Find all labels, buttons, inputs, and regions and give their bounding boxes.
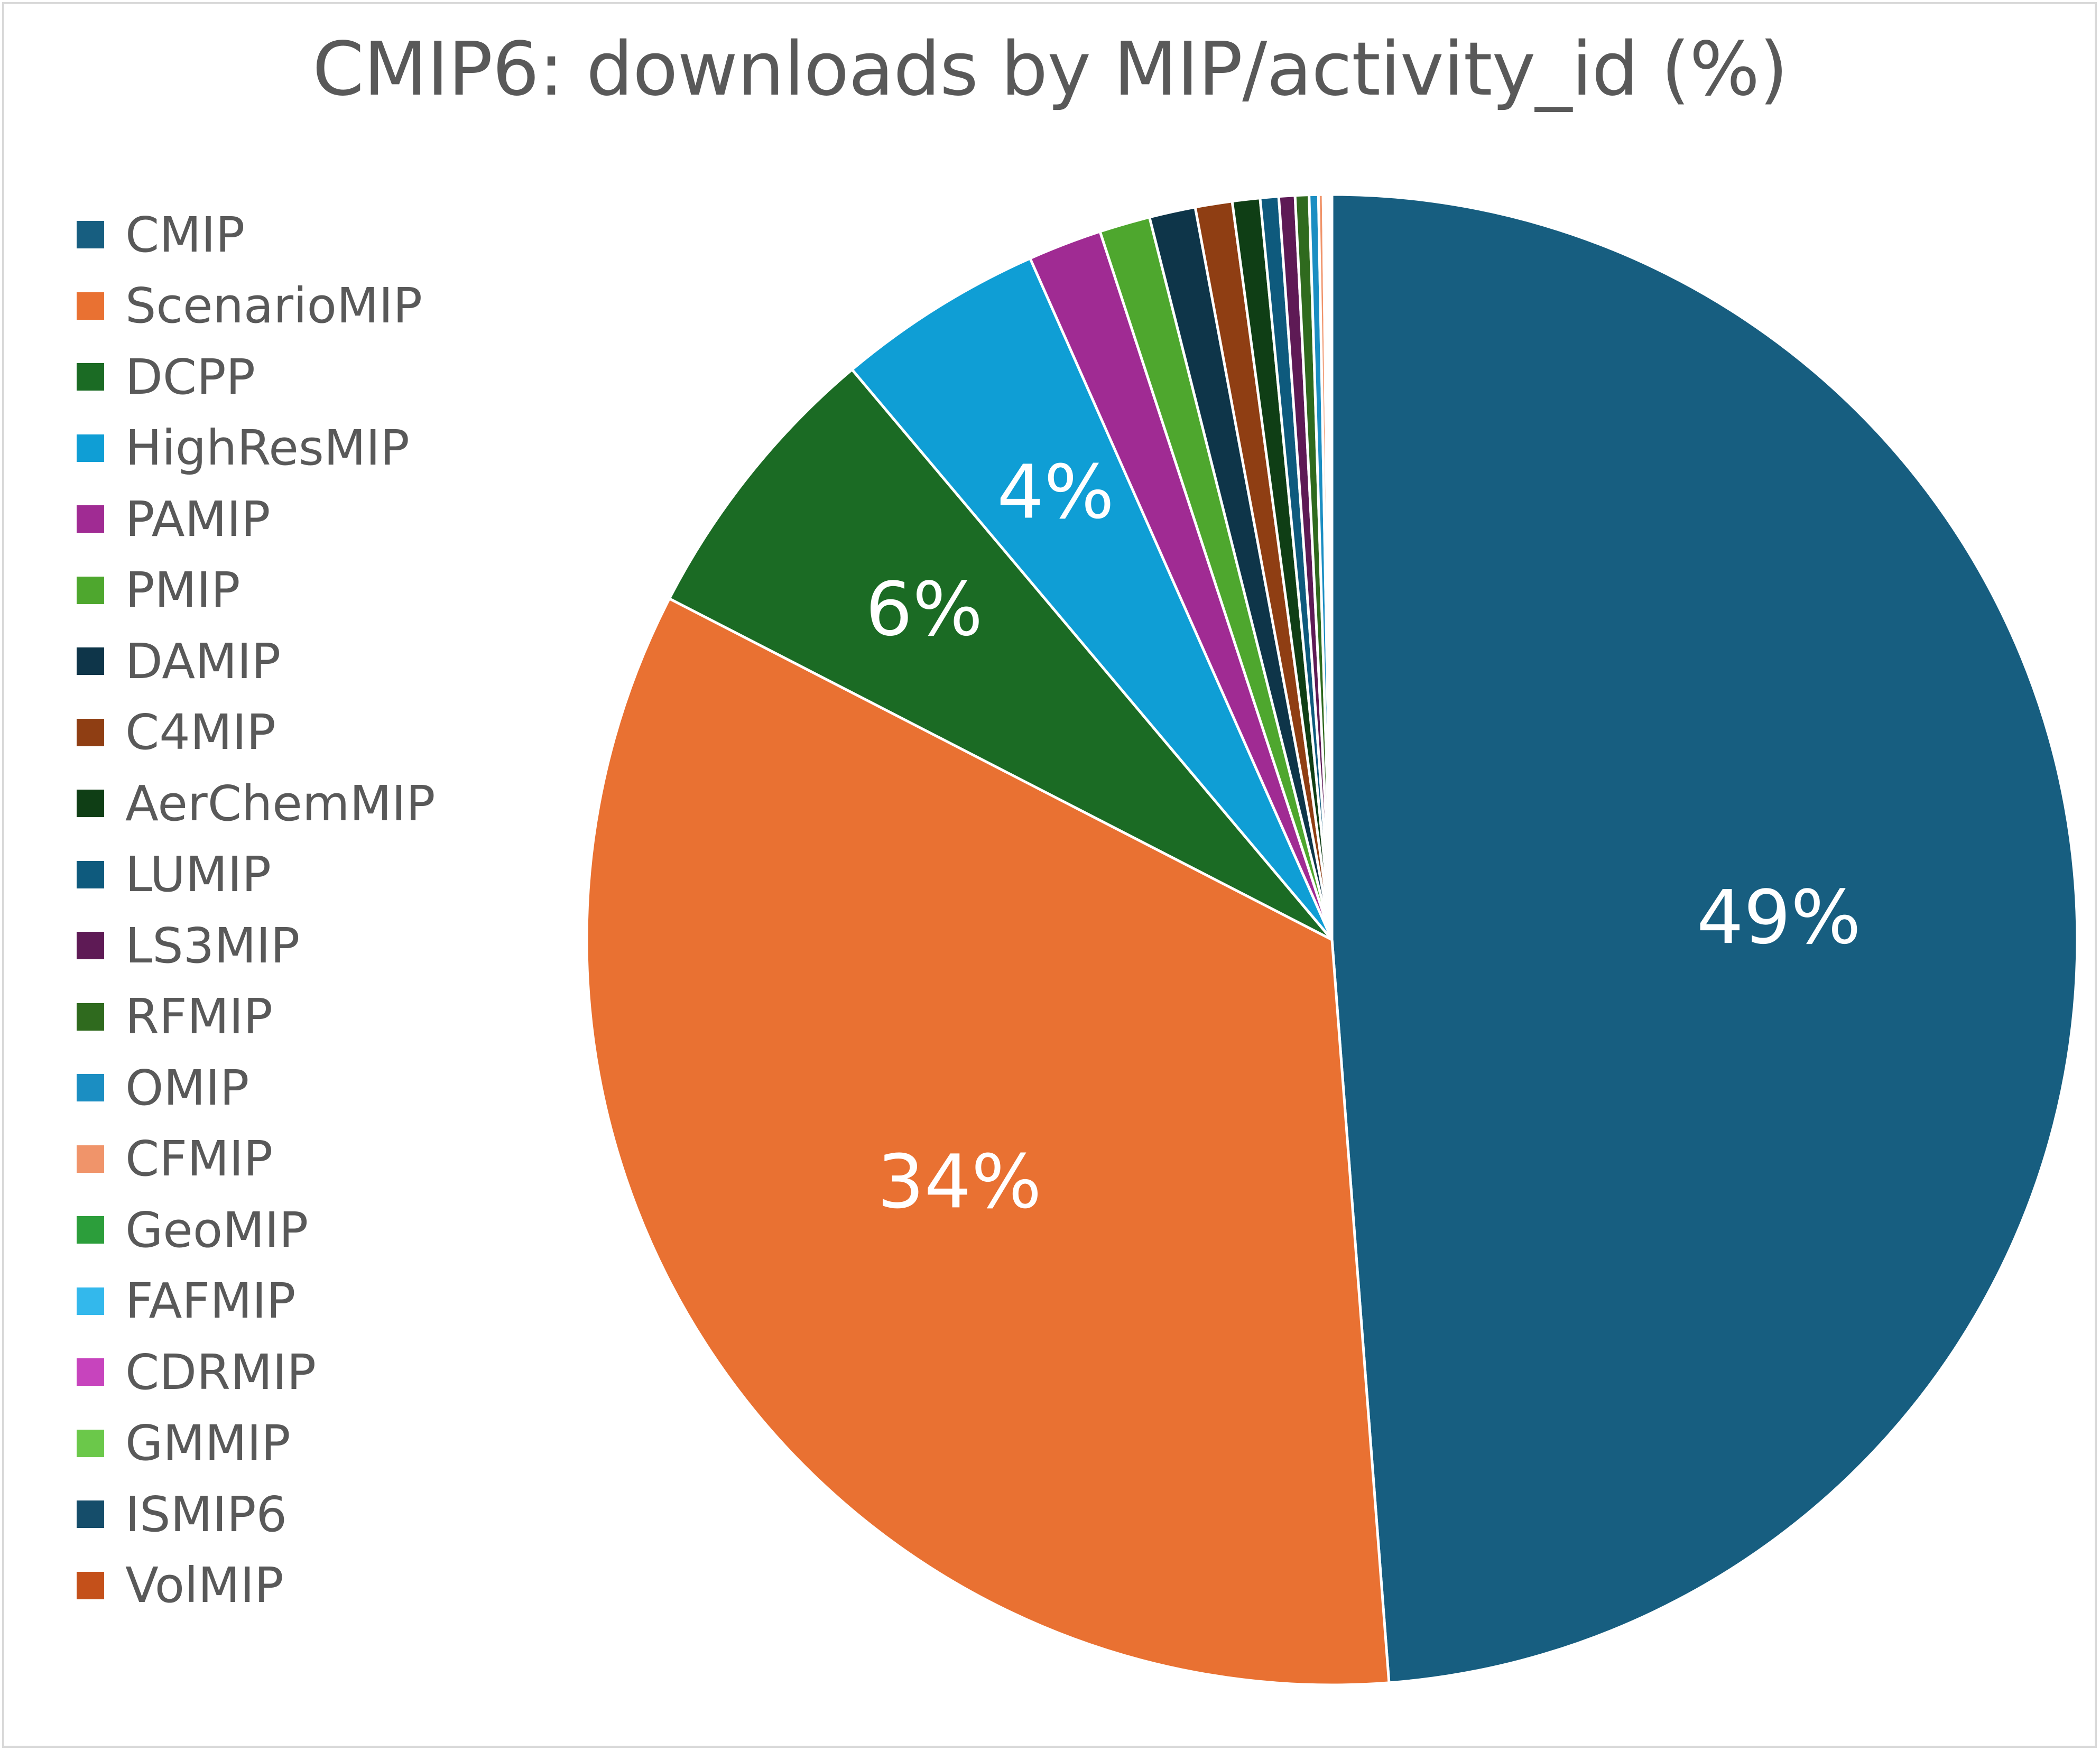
legend-swatch — [77, 1287, 104, 1315]
pie-slice-cmip — [1330, 193, 2079, 1684]
legend-swatch — [77, 1145, 104, 1173]
legend-swatch — [77, 1571, 104, 1599]
legend-item: CMIP — [77, 199, 552, 271]
legend-label: PAMIP — [125, 490, 271, 548]
data-label-dcpp: 6% — [865, 567, 983, 653]
legend-item: OMIP — [77, 1052, 552, 1124]
legend-swatch — [77, 860, 104, 888]
legend-item: DCPP — [77, 341, 552, 413]
legend-item: CFMIP — [77, 1124, 552, 1195]
legend-label: CFMIP — [125, 1131, 273, 1188]
legend-swatch — [77, 292, 104, 320]
legend-label: RFMIP — [125, 988, 273, 1045]
legend-swatch — [77, 363, 104, 391]
legend-swatch — [77, 1429, 104, 1457]
legend-label: C4MIP — [125, 704, 276, 761]
legend-swatch — [77, 1074, 104, 1102]
pie-slice-volmip — [1329, 193, 1334, 940]
legend-item: LUMIP — [77, 839, 552, 911]
legend-label: CMIP — [125, 206, 245, 263]
legend-label: GeoMIP — [125, 1201, 309, 1258]
legend-item: GMMIP — [77, 1408, 552, 1479]
legend-swatch — [77, 221, 104, 249]
legend-label: CDRMIP — [125, 1344, 316, 1401]
legend-swatch — [77, 1358, 104, 1386]
legend-item: PAMIP — [77, 484, 552, 555]
legend-swatch — [77, 505, 104, 533]
legend-label: ISMIP6 — [125, 1486, 288, 1543]
legend-label: VolMIP — [125, 1557, 284, 1614]
legend-label: DAMIP — [125, 633, 281, 690]
legend-item: LS3MIP — [77, 910, 552, 981]
legend-swatch — [77, 1216, 104, 1244]
data-label-scenariomip: 34% — [877, 1139, 1042, 1225]
legend-label: HighResMIP — [125, 420, 410, 477]
legend-swatch — [77, 932, 104, 960]
legend-item: GeoMIP — [77, 1194, 552, 1266]
legend-item: PMIP — [77, 555, 552, 626]
legend-label: ScenarioMIP — [125, 277, 422, 335]
legend-swatch — [77, 718, 104, 746]
legend-label: DCPP — [125, 348, 256, 405]
pie-slice-highresmip — [850, 256, 1334, 941]
legend-label: PMIP — [125, 562, 240, 619]
legend-item: HighResMIP — [77, 413, 552, 484]
legend-item: DAMIP — [77, 626, 552, 697]
data-label-cmip: 49% — [1697, 875, 1861, 961]
pie-slice-scenariomip — [585, 597, 1391, 1687]
legend-label: OMIP — [125, 1059, 249, 1116]
legend-item: ScenarioMIP — [77, 271, 552, 342]
legend-label: LS3MIP — [125, 917, 300, 974]
legend-item: ISMIP6 — [77, 1479, 552, 1550]
legend: CMIP ScenarioMIP DCPP HighResMIP PAMIP PMIP DA… — [77, 199, 552, 1621]
pie-slice-dcpp — [668, 367, 1333, 941]
legend-label: LUMIP — [125, 846, 271, 903]
legend-label: FAFMIP — [125, 1273, 296, 1330]
legend-item: AerChemMIP — [77, 768, 552, 839]
legend-swatch — [77, 1500, 104, 1528]
legend-swatch — [77, 790, 104, 818]
legend-label: AerChemMIP — [125, 775, 436, 832]
legend-swatch — [77, 434, 104, 462]
legend-item: VolMIP — [77, 1550, 552, 1622]
legend-swatch — [77, 1003, 104, 1031]
chart-title: CMIP6: downloads by MIP/activity_id (%) — [312, 26, 1788, 113]
data-label-highresmip: 4% — [997, 449, 1114, 535]
legend-swatch — [77, 576, 104, 604]
legend-item: RFMIP — [77, 981, 552, 1053]
legend-item: CDRMIP — [77, 1337, 552, 1408]
legend-label: GMMIP — [125, 1415, 291, 1472]
legend-item: FAFMIP — [77, 1266, 552, 1337]
legend-swatch — [77, 647, 104, 675]
legend-item: C4MIP — [77, 697, 552, 768]
